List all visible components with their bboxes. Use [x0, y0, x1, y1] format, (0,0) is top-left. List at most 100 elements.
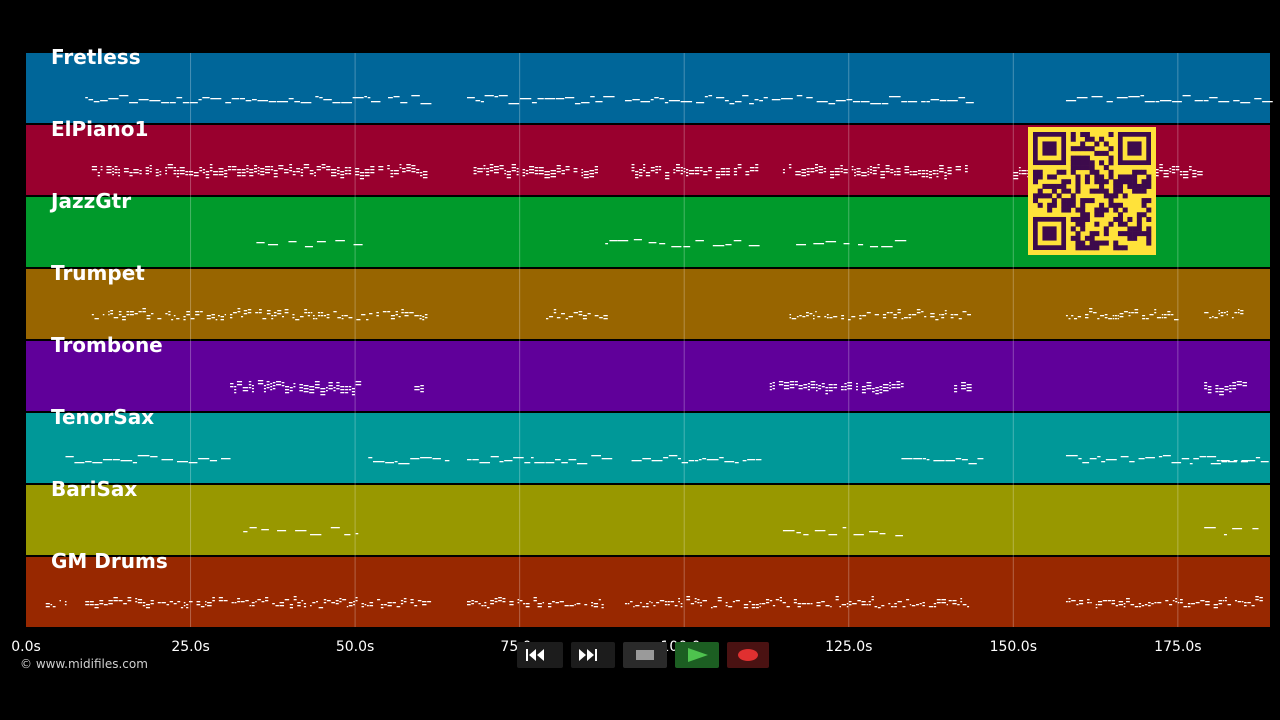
- note: [466, 459, 472, 461]
- note: [960, 598, 963, 600]
- note: [653, 605, 656, 607]
- note: [655, 172, 659, 174]
- note: [353, 604, 355, 606]
- note: [847, 382, 853, 384]
- note: [872, 391, 875, 393]
- note: [555, 602, 559, 604]
- note: [372, 461, 385, 463]
- note: [205, 177, 210, 179]
- note: [376, 312, 379, 314]
- note: [266, 384, 270, 386]
- note: [91, 166, 98, 168]
- note: [364, 172, 370, 174]
- note: [220, 316, 224, 318]
- note: [755, 607, 759, 609]
- note: [335, 600, 339, 602]
- note: [617, 240, 629, 242]
- note: [840, 168, 843, 170]
- note: [818, 169, 823, 171]
- note: [331, 172, 337, 174]
- note: [650, 170, 655, 172]
- note: [889, 385, 891, 387]
- note: [1112, 315, 1115, 317]
- note: [815, 170, 819, 172]
- note: [307, 312, 311, 314]
- note: [869, 531, 878, 533]
- note: [237, 175, 241, 177]
- note: [708, 167, 712, 169]
- note: [299, 384, 304, 386]
- note: [639, 175, 643, 177]
- note: [387, 165, 390, 167]
- note: [188, 601, 193, 603]
- note: [176, 461, 188, 463]
- note: [847, 319, 851, 321]
- play-button[interactable]: [675, 642, 719, 668]
- note: [1252, 528, 1259, 530]
- note: [422, 604, 427, 606]
- note: [1229, 391, 1232, 393]
- note: [857, 600, 861, 602]
- note: [745, 174, 750, 176]
- note: [881, 605, 885, 607]
- note: [212, 597, 215, 599]
- note: [272, 603, 275, 605]
- note: [1240, 461, 1249, 463]
- note: [594, 169, 598, 171]
- note: [542, 602, 545, 604]
- note: [522, 175, 526, 177]
- note: [733, 171, 738, 173]
- note: [843, 169, 848, 171]
- note: [257, 173, 260, 175]
- note: [380, 604, 384, 606]
- record-button[interactable]: [727, 642, 769, 668]
- note: [947, 170, 952, 172]
- qr-code-icon[interactable]: [1028, 127, 1156, 255]
- note: [945, 460, 956, 462]
- note: [925, 173, 929, 175]
- note: [547, 606, 552, 608]
- note: [755, 167, 759, 169]
- note: [224, 170, 228, 172]
- note: [582, 315, 587, 317]
- note: [954, 388, 958, 390]
- note: [279, 602, 285, 604]
- note: [654, 97, 659, 99]
- note: [234, 386, 237, 388]
- note: [860, 101, 870, 103]
- note: [304, 309, 308, 311]
- note: [765, 599, 770, 601]
- note: [165, 167, 168, 169]
- note: [279, 605, 285, 607]
- note: [284, 172, 289, 174]
- note: [335, 603, 339, 605]
- note: [237, 172, 241, 174]
- note: [856, 168, 861, 170]
- note: [867, 168, 870, 170]
- note: [292, 171, 296, 173]
- note: [544, 177, 550, 179]
- note: [522, 169, 526, 171]
- stop-button[interactable]: [623, 642, 667, 668]
- note: [825, 387, 828, 389]
- forward-button[interactable]: [571, 642, 615, 668]
- rewind-button[interactable]: [517, 642, 563, 668]
- note: [422, 171, 428, 173]
- note: [715, 177, 721, 179]
- note: [224, 176, 228, 178]
- note: [355, 381, 362, 383]
- note: [516, 168, 519, 170]
- note: [815, 167, 819, 169]
- note: [133, 172, 139, 174]
- note: [1199, 456, 1206, 458]
- note: [145, 170, 150, 172]
- note: [246, 165, 249, 167]
- note: [1131, 312, 1134, 314]
- note: [1068, 318, 1071, 320]
- note: [635, 177, 639, 179]
- note: [911, 314, 917, 316]
- note: [257, 380, 264, 382]
- note: [129, 172, 133, 174]
- note: [314, 387, 320, 389]
- note: [952, 600, 957, 602]
